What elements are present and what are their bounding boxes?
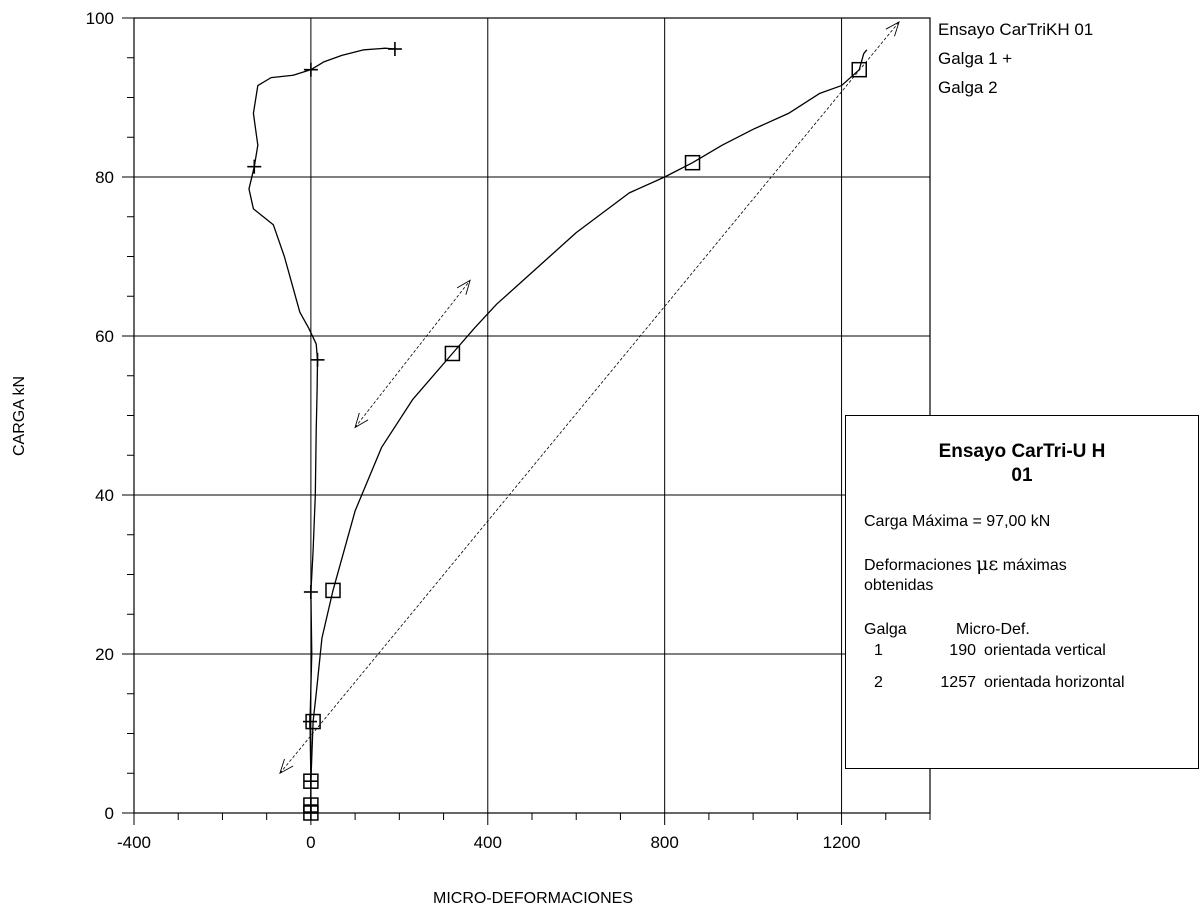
galga-1-plus-marker [303, 714, 318, 729]
row-2-value: 1257 [940, 674, 976, 691]
x-tick-label: 400 [474, 833, 502, 852]
y-tick-label: 20 [95, 645, 114, 664]
y-axis-title: CARGA kN [11, 376, 28, 456]
galga-1-plus-marker [387, 42, 402, 57]
galga-2-square-marker [325, 582, 341, 599]
row-2-galga: 2 [874, 674, 883, 691]
arrow-head [354, 412, 369, 429]
max-load-text: Carga Máxima = 97,00 kN [864, 513, 1051, 530]
deformations-prefix: Deformaciones [864, 557, 972, 574]
trend-arrow-line [354, 280, 471, 428]
legend-entry-galga-2: Galga 2 [938, 78, 998, 97]
grid [134, 18, 930, 813]
legend-entry-galga-1: Galga 1 + [938, 49, 1012, 68]
y-tick-label: 60 [95, 327, 114, 346]
x-tick-label: -400 [117, 833, 151, 852]
deformations-line-2: obtenidas [864, 577, 934, 594]
galga-2-square-marker [851, 61, 867, 78]
y-tick-label: 0 [105, 804, 114, 823]
minor-ticks [122, 17, 931, 825]
series-layer [248, 21, 900, 813]
arrow-head [885, 21, 900, 37]
galga-1-plus-marker [303, 798, 318, 813]
row-1-value: 190 [949, 642, 976, 659]
info-box-title-line1: Ensayo CarTri-U H [938, 441, 1106, 462]
y-tick-label: 100 [86, 9, 114, 28]
galga-1-line [248, 47, 395, 813]
x-tick-label: 1200 [823, 833, 861, 852]
tick-labels: -400 400 800 1200 0 0 20 40 60 80 100 [86, 9, 861, 852]
galga-1-plus-marker [303, 774, 318, 789]
x-tick-label: 0 [306, 833, 315, 852]
galga-2-square-marker [303, 797, 319, 813]
galga-1-plus-marker [247, 159, 262, 174]
micro-strain-symbol: με [976, 553, 999, 575]
legend: Ensayo CarTriKH 01 Galga 1 + Galga 2 [938, 20, 1093, 97]
row-2-desc: orientada horizontal [984, 674, 1125, 691]
deformations-line: Deformaciones με máximas [864, 554, 1067, 576]
galga-1-plus-marker [303, 62, 318, 77]
col-galga-header: Galga [864, 621, 907, 638]
galga-2-square-marker [305, 713, 321, 730]
x-tick-label: 800 [650, 833, 678, 852]
info-box-title: Ensayo CarTri-U H 01 [846, 440, 1198, 488]
galga-2-square-marker [303, 773, 319, 789]
galga-2-square-marker [303, 805, 319, 821]
markers-layer [247, 42, 867, 821]
trend-arrow-line [279, 21, 900, 774]
galga-2-square-marker [684, 154, 701, 171]
y-tick-label: 40 [95, 486, 114, 505]
galga-2-line [310, 49, 868, 813]
y-tick-label: 80 [95, 168, 114, 187]
arrow-head [279, 758, 294, 775]
arrow-head [456, 279, 471, 295]
col-micro-header: Micro-Def. [956, 621, 1030, 638]
legend-title: Ensayo CarTriKH 01 [938, 20, 1093, 39]
galga-2-square-marker [444, 345, 461, 362]
info-box: Ensayo CarTri-U H 01 Carga Máxima = 97,0… [845, 415, 1199, 769]
plot-frame [133, 17, 931, 814]
galga-1-plus-marker [310, 352, 325, 367]
galga-1-plus-marker [303, 584, 318, 599]
deformations-suffix: máximas [1002, 557, 1067, 574]
row-1-desc: orientada vertical [984, 642, 1106, 659]
info-box-title-line2: 01 [1011, 465, 1033, 486]
x-axis-title: MICRO-DEFORMACIONES [433, 890, 633, 907]
row-1-galga: 1 [874, 642, 883, 659]
